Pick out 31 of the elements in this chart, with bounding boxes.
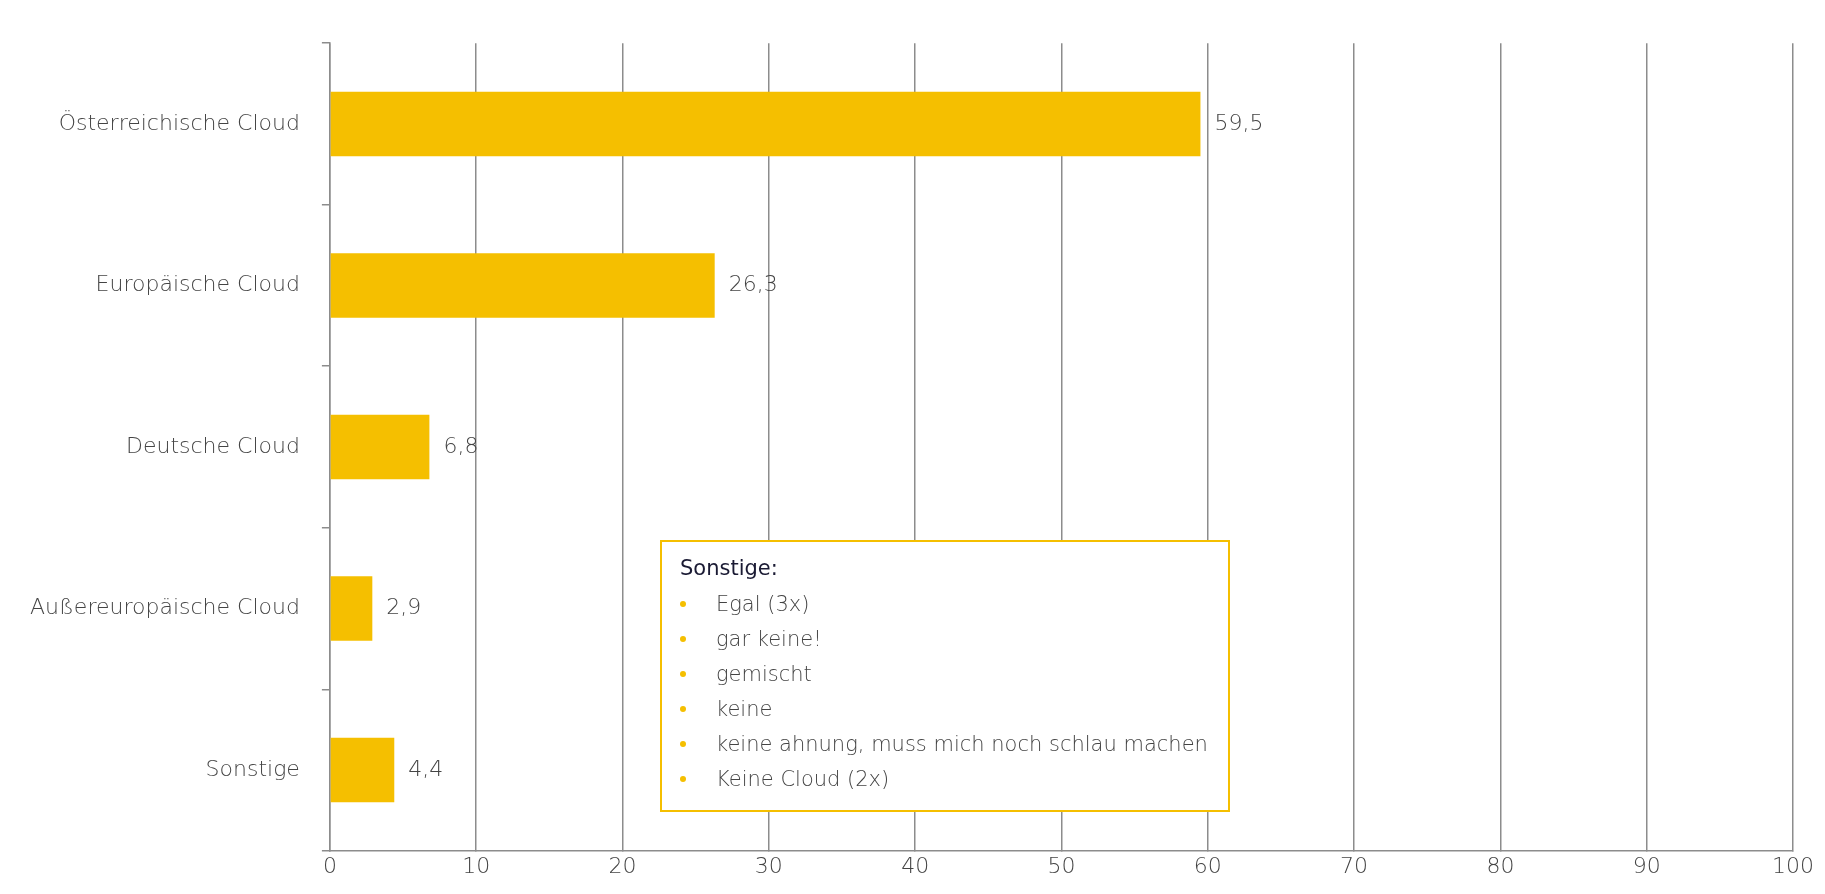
annotation: gar keine!	[716, 626, 822, 651]
bar	[330, 576, 373, 641]
annotation: keine ahnung, muss mich noch schlau machen	[716, 731, 1208, 756]
x-tick-label: 90	[1632, 852, 1661, 878]
x-tick-label: 50	[1047, 852, 1076, 878]
x-tick-label: 70	[1340, 852, 1369, 878]
x-tick-label: 80	[1486, 852, 1515, 878]
bar	[330, 253, 715, 318]
x-tick-label: 60	[1193, 852, 1222, 878]
annotation: Egal (3x)	[716, 591, 810, 616]
y-tick-label: Österreichische Cloud	[58, 108, 300, 135]
data-label: 2,9	[386, 594, 422, 620]
x-tick-label: 40	[901, 852, 930, 878]
data-label: 4,4	[408, 755, 444, 781]
x-tick-label: 30	[754, 852, 783, 878]
x-tick-label: 0	[322, 852, 337, 878]
y-tick-label: Europäische Cloud	[95, 271, 300, 297]
annotation: gemischt	[716, 661, 812, 686]
x-tick-label: 10	[462, 852, 491, 878]
annotation: Keine Cloud (2x)	[716, 766, 890, 791]
annotation: Sonstige:	[680, 556, 779, 580]
data-label: 59,5	[1214, 109, 1264, 135]
y-tick-label: Sonstige	[205, 755, 300, 781]
bar	[330, 414, 430, 480]
bar	[330, 91, 1201, 157]
x-tick-label: 100	[1772, 852, 1814, 878]
annotation: keine	[716, 696, 773, 721]
bar	[330, 737, 395, 803]
x-tick-label: 20	[608, 852, 637, 878]
y-tick-label: Außereuropäische Cloud	[29, 594, 300, 620]
y-tick-label: Deutsche Cloud	[125, 432, 300, 458]
